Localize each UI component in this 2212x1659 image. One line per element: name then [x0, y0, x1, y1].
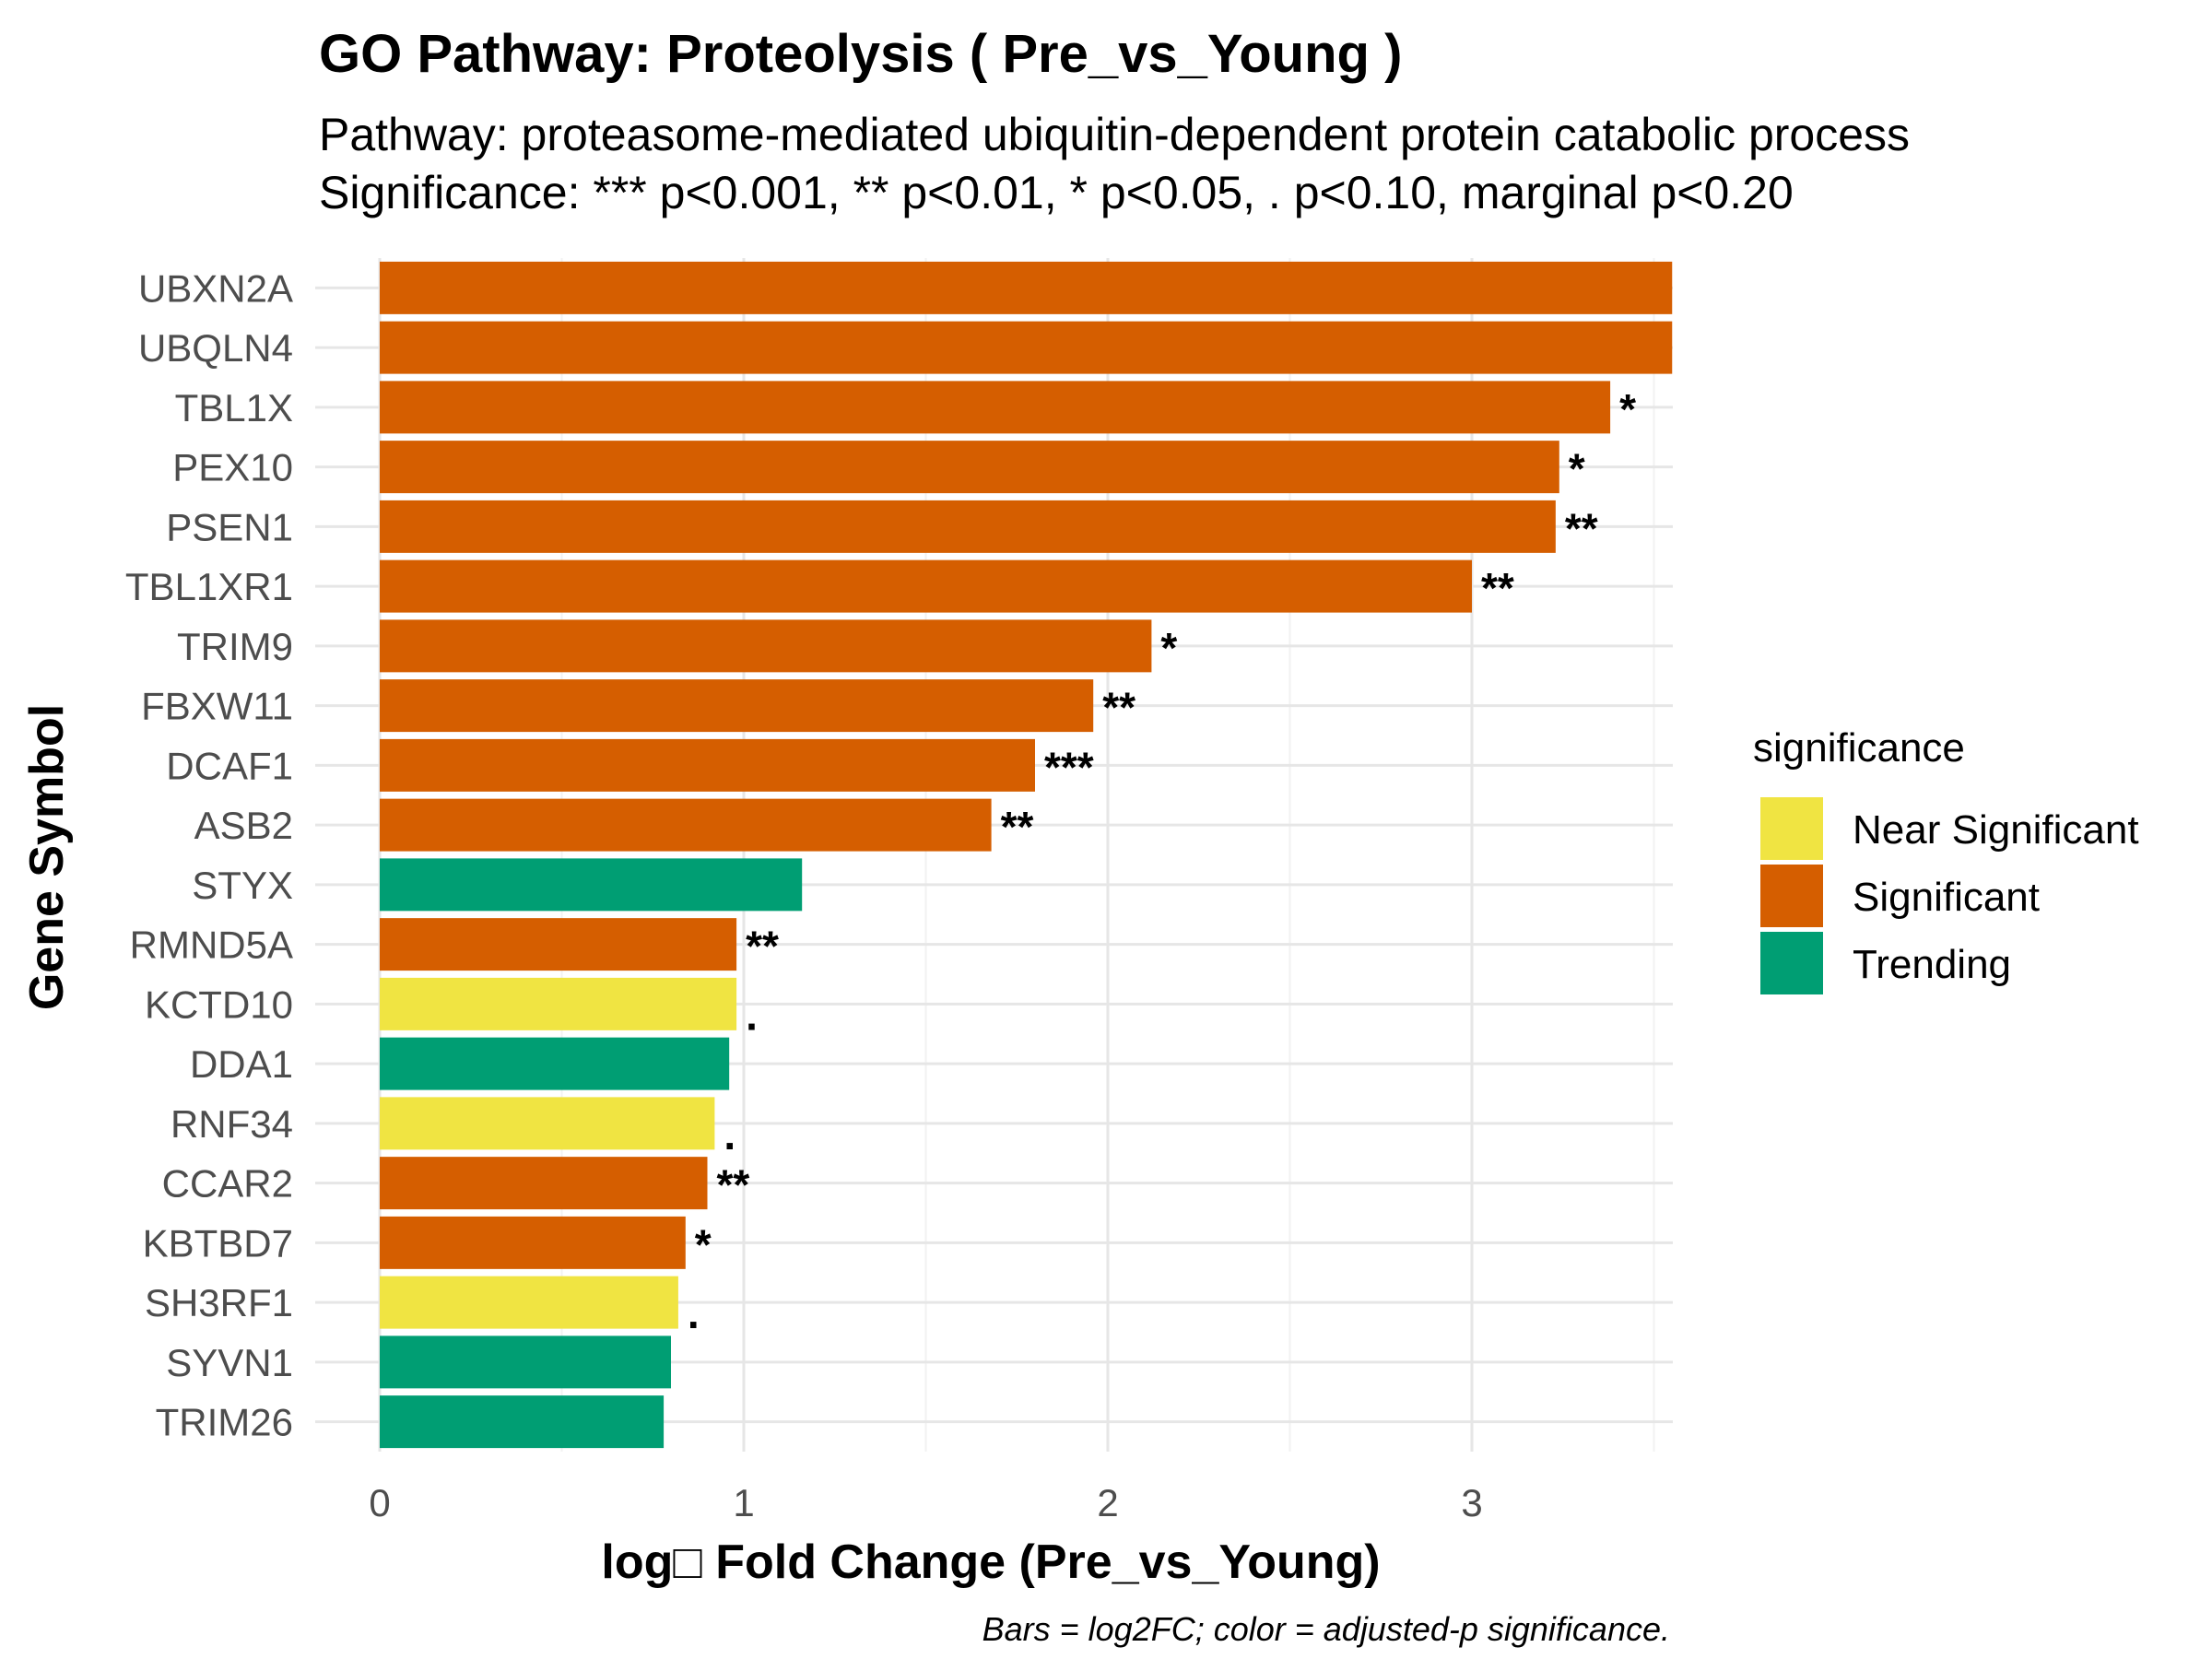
legend-title: significance — [1753, 725, 1965, 771]
y-tick-label-kbtbd7: KBTBD7 — [143, 1221, 293, 1265]
bar-rmnd5a — [380, 918, 737, 971]
significance-label-kctd10: . — [746, 991, 758, 1039]
y-tick-label-dcaf1: DCAF1 — [166, 744, 293, 787]
significance-label-tbl1xr1: ** — [1481, 564, 1514, 612]
bar-kctd10 — [380, 977, 737, 1030]
y-axis-ticks: UBXN2A UBQLN4 TBL1X PEX10 PSEN1 TBL1XR1 TRIM9 F… — [125, 266, 293, 1443]
chart-subtitle-line-2: Significance: *** p<0.001, ** p<0.01, * … — [319, 167, 1794, 218]
x-tick-label: 1 — [733, 1481, 754, 1524]
y-tick-label-syvn1: SYVN1 — [166, 1341, 293, 1384]
y-tick-label-dda1: DDA1 — [190, 1042, 293, 1086]
significance-label-psen1: ** — [1565, 504, 1598, 552]
y-tick-label-pex10: PEX10 — [172, 446, 293, 489]
bar-tbl1x — [380, 381, 1611, 434]
legend-swatch-trending — [1760, 932, 1823, 994]
bar-ubxn2a — [380, 261, 1673, 314]
bar-sh3rf1 — [380, 1276, 678, 1329]
significance-label-trim9: * — [1160, 624, 1177, 672]
significance-label-tbl1x: * — [1619, 385, 1636, 433]
y-axis-title: Gene Symbol — [20, 704, 74, 1010]
significance-label-kbtbd7: * — [695, 1220, 712, 1268]
bar-tbl1xr1 — [380, 559, 1472, 613]
y-tick-label-ccar2: CCAR2 — [162, 1162, 293, 1206]
bar-dcaf1 — [380, 738, 1035, 792]
significance-label-pex10: * — [1569, 445, 1585, 493]
y-tick-label-kctd10: KCTD10 — [145, 982, 293, 1026]
x-axis-ticks: 0 1 2 3 — [369, 1481, 1482, 1524]
bar-fbxw11 — [380, 679, 1094, 733]
chart-title: GO Pathway: Proteolysis ( Pre_vs_Young ) — [319, 24, 1402, 84]
significance-label-dcaf1: *** — [1044, 743, 1094, 791]
legend-swatch-near-significant — [1760, 797, 1823, 860]
y-tick-label-tbl1xr1: TBL1XR1 — [125, 565, 293, 608]
y-tick-label-tbl1x: TBL1X — [175, 386, 293, 429]
y-tick-label-fbxw11: FBXW11 — [141, 685, 293, 728]
y-tick-label-asb2: ASB2 — [194, 804, 293, 847]
bar-ubqln4 — [380, 321, 1673, 374]
y-tick-label-ubqln4: UBQLN4 — [138, 326, 293, 370]
significance-label-rmnd5a: ** — [746, 923, 779, 971]
y-tick-label-rnf34: RNF34 — [171, 1102, 293, 1146]
significance-label-ccar2: ** — [717, 1161, 750, 1209]
significance-label-sh3rf1: . — [688, 1289, 700, 1337]
legend-swatch-significant — [1760, 865, 1823, 927]
y-tick-label-rmnd5a: RMND5A — [130, 924, 293, 967]
bar-rnf34 — [380, 1097, 715, 1150]
x-tick-label: 3 — [1461, 1481, 1482, 1524]
bar-trim26 — [380, 1395, 665, 1449]
y-tick-label-trim26: TRIM26 — [156, 1401, 293, 1444]
y-tick-label-ubxn2a: UBXN2A — [138, 266, 293, 310]
x-tick-label: 2 — [1097, 1481, 1118, 1524]
significance-label-rnf34: . — [724, 1111, 735, 1159]
bar-asb2 — [380, 798, 992, 852]
bar-kbtbd7 — [380, 1216, 686, 1269]
y-tick-label-styx: STYX — [192, 864, 293, 907]
bar-dda1 — [380, 1037, 730, 1090]
chart-caption: Bars = log2FC; color = adjusted-p signif… — [982, 1610, 1670, 1648]
y-tick-label-psen1: PSEN1 — [166, 505, 293, 548]
bar-syvn1 — [380, 1335, 671, 1389]
x-tick-label: 0 — [369, 1481, 390, 1524]
bar-psen1 — [380, 500, 1556, 553]
y-tick-label-trim9: TRIM9 — [177, 625, 293, 668]
bar-styx — [380, 858, 803, 912]
legend-label-near-significant: Near Significant — [1853, 807, 2139, 853]
y-tick-label-sh3rf1: SH3RF1 — [145, 1281, 293, 1324]
bar-ccar2 — [380, 1157, 708, 1210]
chart-subtitle-line-1: Pathway: proteasome-mediated ubiquitin-d… — [319, 109, 1910, 160]
bar-pex10 — [380, 441, 1559, 494]
significance-label-asb2: ** — [1001, 803, 1034, 851]
legend-label-trending: Trending — [1853, 942, 2011, 987]
x-axis-title: log□ Fold Change (Pre_vs_Young) — [601, 1535, 1380, 1589]
bars: ****************..***. — [380, 261, 1673, 1449]
significance-label-fbxw11: ** — [1102, 684, 1135, 732]
legend-label-significant: Significant — [1853, 875, 2040, 920]
legend: Near Significant Significant Trending — [1760, 797, 2139, 994]
bar-trim9 — [380, 619, 1152, 673]
